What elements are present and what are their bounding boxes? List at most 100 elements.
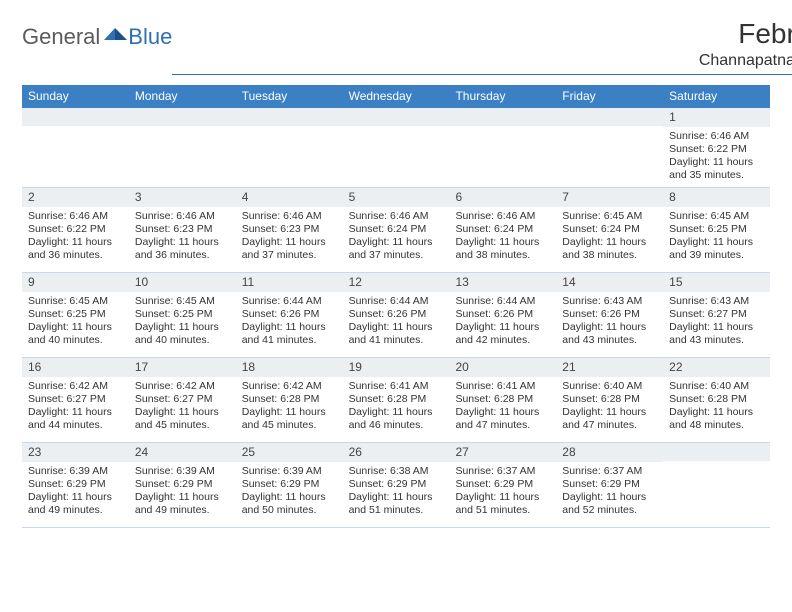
day-number: 19 xyxy=(343,358,450,377)
day-number: 16 xyxy=(22,358,129,377)
cell-body: Sunrise: 6:45 AMSunset: 6:25 PMDaylight:… xyxy=(129,292,236,352)
calendar-cell xyxy=(129,108,236,187)
cell-line: Sunset: 6:28 PM xyxy=(349,393,444,406)
calendar-cell: 14Sunrise: 6:43 AMSunset: 6:26 PMDayligh… xyxy=(556,273,663,357)
cell-line: Sunrise: 6:41 AM xyxy=(349,380,444,393)
cell-body: Sunrise: 6:45 AMSunset: 6:25 PMDaylight:… xyxy=(22,292,129,352)
day-number: 10 xyxy=(129,273,236,292)
cell-line: Sunset: 6:25 PM xyxy=(669,223,764,236)
day-number: 17 xyxy=(129,358,236,377)
cell-body: Sunrise: 6:39 AMSunset: 6:29 PMDaylight:… xyxy=(22,462,129,522)
calendar-cell: 3Sunrise: 6:46 AMSunset: 6:23 PMDaylight… xyxy=(129,188,236,272)
cell-line: Sunrise: 6:39 AM xyxy=(28,465,123,478)
cell-line: Daylight: 11 hours and 35 minutes. xyxy=(669,156,764,182)
cell-line: Sunset: 6:29 PM xyxy=(455,478,550,491)
cell-body: Sunrise: 6:39 AMSunset: 6:29 PMDaylight:… xyxy=(236,462,343,522)
cell-body: Sunrise: 6:40 AMSunset: 6:28 PMDaylight:… xyxy=(663,377,770,437)
dayhead-tue: Tuesday xyxy=(236,85,343,108)
cell-line: Sunrise: 6:46 AM xyxy=(135,210,230,223)
day-number xyxy=(556,108,663,126)
cell-line: Sunrise: 6:39 AM xyxy=(135,465,230,478)
calendar-cell xyxy=(236,108,343,187)
cell-line: Sunset: 6:26 PM xyxy=(455,308,550,321)
day-number: 14 xyxy=(556,273,663,292)
dayhead-sat: Saturday xyxy=(663,85,770,108)
calendar-cell: 24Sunrise: 6:39 AMSunset: 6:29 PMDayligh… xyxy=(129,443,236,527)
calendar-cell: 23Sunrise: 6:39 AMSunset: 6:29 PMDayligh… xyxy=(22,443,129,527)
location: Channapatna, Karnataka, India xyxy=(172,52,792,75)
page-title: February 2025 xyxy=(172,18,792,50)
cell-line: Sunset: 6:29 PM xyxy=(562,478,657,491)
cell-line: Sunrise: 6:42 AM xyxy=(28,380,123,393)
cell-line: Sunrise: 6:45 AM xyxy=(562,210,657,223)
cell-body: Sunrise: 6:44 AMSunset: 6:26 PMDaylight:… xyxy=(343,292,450,352)
cell-line: Sunset: 6:25 PM xyxy=(28,308,123,321)
cell-line: Sunset: 6:24 PM xyxy=(455,223,550,236)
day-number: 22 xyxy=(663,358,770,377)
cell-line: Sunrise: 6:46 AM xyxy=(349,210,444,223)
calendar-cell: 10Sunrise: 6:45 AMSunset: 6:25 PMDayligh… xyxy=(129,273,236,357)
cell-line: Daylight: 11 hours and 41 minutes. xyxy=(242,321,337,347)
calendar-grid: 1Sunrise: 6:46 AMSunset: 6:22 PMDaylight… xyxy=(22,108,770,528)
cell-body: Sunrise: 6:45 AMSunset: 6:24 PMDaylight:… xyxy=(556,207,663,267)
day-number: 7 xyxy=(556,188,663,207)
cell-line: Sunrise: 6:40 AM xyxy=(562,380,657,393)
calendar-cell xyxy=(663,443,770,527)
cell-line: Daylight: 11 hours and 38 minutes. xyxy=(455,236,550,262)
day-number: 23 xyxy=(22,443,129,462)
cell-body: Sunrise: 6:43 AMSunset: 6:27 PMDaylight:… xyxy=(663,292,770,352)
cell-line: Daylight: 11 hours and 44 minutes. xyxy=(28,406,123,432)
cell-body: Sunrise: 6:46 AMSunset: 6:23 PMDaylight:… xyxy=(236,207,343,267)
calendar-cell: 18Sunrise: 6:42 AMSunset: 6:28 PMDayligh… xyxy=(236,358,343,442)
cell-line: Daylight: 11 hours and 48 minutes. xyxy=(669,406,764,432)
cell-line: Daylight: 11 hours and 50 minutes. xyxy=(242,491,337,517)
calendar-page: General Blue February 2025 Channapatna, … xyxy=(0,0,792,528)
cell-line: Sunset: 6:23 PM xyxy=(242,223,337,236)
cell-line: Daylight: 11 hours and 49 minutes. xyxy=(28,491,123,517)
cell-line: Daylight: 11 hours and 47 minutes. xyxy=(455,406,550,432)
cell-body: Sunrise: 6:41 AMSunset: 6:28 PMDaylight:… xyxy=(449,377,556,437)
cell-line: Sunrise: 6:44 AM xyxy=(455,295,550,308)
cell-line: Sunset: 6:29 PM xyxy=(242,478,337,491)
day-header-row: Sunday Monday Tuesday Wednesday Thursday… xyxy=(22,85,770,108)
cell-line: Sunrise: 6:45 AM xyxy=(28,295,123,308)
cell-line: Daylight: 11 hours and 51 minutes. xyxy=(349,491,444,517)
cell-line: Daylight: 11 hours and 47 minutes. xyxy=(562,406,657,432)
calendar-cell: 28Sunrise: 6:37 AMSunset: 6:29 PMDayligh… xyxy=(556,443,663,527)
calendar-cell: 7Sunrise: 6:45 AMSunset: 6:24 PMDaylight… xyxy=(556,188,663,272)
cell-line: Sunrise: 6:40 AM xyxy=(669,380,764,393)
calendar-cell xyxy=(343,108,450,187)
cell-line: Daylight: 11 hours and 37 minutes. xyxy=(242,236,337,262)
cell-body: Sunrise: 6:46 AMSunset: 6:24 PMDaylight:… xyxy=(343,207,450,267)
calendar-cell: 8Sunrise: 6:45 AMSunset: 6:25 PMDaylight… xyxy=(663,188,770,272)
day-number: 15 xyxy=(663,273,770,292)
cell-line: Sunset: 6:26 PM xyxy=(349,308,444,321)
day-number: 9 xyxy=(22,273,129,292)
day-number: 1 xyxy=(663,108,770,127)
day-number xyxy=(129,108,236,126)
cell-line: Sunset: 6:26 PM xyxy=(242,308,337,321)
day-number: 12 xyxy=(343,273,450,292)
cell-line: Sunset: 6:23 PM xyxy=(135,223,230,236)
logo: General Blue xyxy=(22,18,172,50)
cell-line: Sunset: 6:22 PM xyxy=(28,223,123,236)
cell-line: Sunrise: 6:46 AM xyxy=(28,210,123,223)
cell-body: Sunrise: 6:46 AMSunset: 6:22 PMDaylight:… xyxy=(22,207,129,267)
dayhead-mon: Monday xyxy=(129,85,236,108)
cell-body: Sunrise: 6:46 AMSunset: 6:22 PMDaylight:… xyxy=(663,127,770,187)
calendar-cell: 22Sunrise: 6:40 AMSunset: 6:28 PMDayligh… xyxy=(663,358,770,442)
cell-line: Daylight: 11 hours and 43 minutes. xyxy=(562,321,657,347)
cell-line: Sunset: 6:28 PM xyxy=(455,393,550,406)
cell-body: Sunrise: 6:40 AMSunset: 6:28 PMDaylight:… xyxy=(556,377,663,437)
cell-line: Sunrise: 6:39 AM xyxy=(242,465,337,478)
cell-line: Sunrise: 6:45 AM xyxy=(135,295,230,308)
calendar-cell: 27Sunrise: 6:37 AMSunset: 6:29 PMDayligh… xyxy=(449,443,556,527)
dayhead-wed: Wednesday xyxy=(343,85,450,108)
cell-line: Sunset: 6:28 PM xyxy=(562,393,657,406)
cell-line: Sunrise: 6:46 AM xyxy=(242,210,337,223)
day-number xyxy=(449,108,556,126)
cell-line: Sunset: 6:26 PM xyxy=(562,308,657,321)
day-number: 5 xyxy=(343,188,450,207)
day-number: 11 xyxy=(236,273,343,292)
day-number: 26 xyxy=(343,443,450,462)
